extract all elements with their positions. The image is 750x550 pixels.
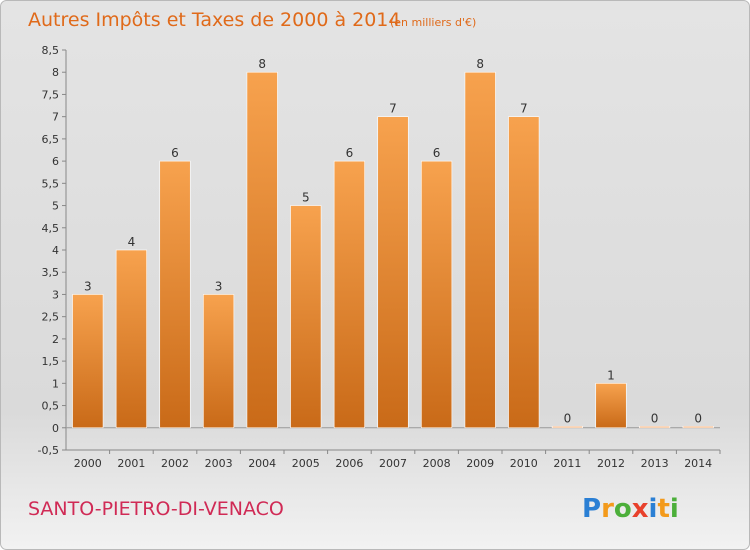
x-tick-label: 2000 [74, 457, 102, 470]
logo-letter: r [601, 494, 614, 524]
y-tick-label: 1,5 [42, 355, 60, 368]
data-label-2009: 8 [476, 57, 484, 71]
y-tick-label: 8 [52, 66, 59, 79]
y-tick-label: 7 [52, 111, 59, 124]
data-label-2000: 3 [84, 279, 92, 293]
y-tick-label: 3,5 [42, 266, 60, 279]
y-tick-label: 7,5 [42, 88, 60, 101]
bar-2003 [203, 294, 235, 429]
logo-letter: P [582, 494, 601, 524]
data-label-2007: 7 [389, 102, 397, 116]
bar-2014 [682, 425, 714, 429]
x-tick-label: 2014 [684, 457, 712, 470]
y-tick-label: 2,5 [42, 311, 60, 324]
x-tick-label: 2008 [423, 457, 451, 470]
data-label-2012: 1 [607, 368, 615, 382]
x-tick-label: 2010 [510, 457, 538, 470]
y-tick-label: 6 [52, 155, 59, 168]
bars [72, 71, 714, 429]
bar-2008 [421, 160, 453, 429]
x-tick-label: 2013 [641, 457, 669, 470]
bar-2000 [72, 294, 104, 429]
logo-letter: i [670, 494, 679, 524]
data-label-2004: 8 [258, 57, 266, 71]
y-tick-label: 8,5 [42, 44, 60, 57]
logo-letter: o [614, 494, 632, 524]
x-tick-label: 2005 [292, 457, 320, 470]
x-tick-label: 2011 [553, 457, 581, 470]
data-label-2008: 6 [433, 146, 441, 160]
y-tick-label: 2 [52, 333, 59, 346]
bar-2005 [290, 205, 322, 429]
y-tick-label: 5 [52, 200, 59, 213]
x-tick-label: 2009 [466, 457, 494, 470]
logo-letter: i [649, 494, 658, 524]
y-tick-label: 4 [52, 244, 59, 257]
chart-subtitle: (en milliers d'€) [390, 16, 476, 29]
y-tick-label: 0,5 [42, 400, 60, 413]
data-label-2005: 5 [302, 191, 310, 205]
data-label-2003: 3 [215, 279, 223, 293]
x-tick-label: 2002 [161, 457, 189, 470]
data-label-2013: 0 [651, 411, 659, 425]
bar-2013 [639, 425, 671, 429]
y-tick-label: -0,5 [38, 444, 59, 457]
bar-2009 [464, 71, 496, 429]
chart-titles: Autres Impôts et Taxes de 2000 à 2014 (e… [28, 9, 476, 31]
data-labels: 3 4 6 3 8 5 6 7 6 8 7 0 1 0 0 [84, 57, 702, 425]
y-tick-label: 5,5 [42, 177, 60, 190]
bar-2001 [115, 249, 147, 429]
bar-2012 [595, 383, 627, 429]
bar-2007 [377, 116, 409, 429]
data-label-2002: 6 [171, 146, 179, 160]
x-tick-label: 2012 [597, 457, 625, 470]
data-label-2014: 0 [694, 411, 702, 425]
x-tick-label: 2003 [205, 457, 233, 470]
data-label-2001: 4 [128, 235, 136, 249]
x-tick-label: 2004 [248, 457, 276, 470]
proxiti-logo: Proxiti [582, 494, 679, 524]
chart-title: Autres Impôts et Taxes de 2000 à 2014 [28, 9, 401, 31]
y-tick-label: 6,5 [42, 133, 60, 146]
logo-letter: x [632, 494, 649, 524]
bar-2010 [508, 116, 540, 429]
bar-2006 [333, 160, 365, 429]
bar-2011 [551, 425, 583, 429]
bar-2004 [246, 71, 278, 429]
data-label-2010: 7 [520, 102, 528, 116]
data-label-2011: 0 [564, 411, 572, 425]
y-tick-label: 0 [52, 422, 59, 435]
logo-letter: t [657, 494, 669, 524]
x-tick-label: 2001 [117, 457, 145, 470]
y-tick-label: 1 [52, 377, 59, 390]
y-tick-label: 4,5 [42, 222, 60, 235]
bar-2002 [159, 160, 191, 429]
x-tick-label: 2007 [379, 457, 407, 470]
place-name: SANTO-PIETRO-DI-VENACO [28, 498, 284, 520]
y-tick-label: 3 [52, 288, 59, 301]
x-tick-label: 2006 [335, 457, 363, 470]
data-label-2006: 6 [346, 146, 354, 160]
